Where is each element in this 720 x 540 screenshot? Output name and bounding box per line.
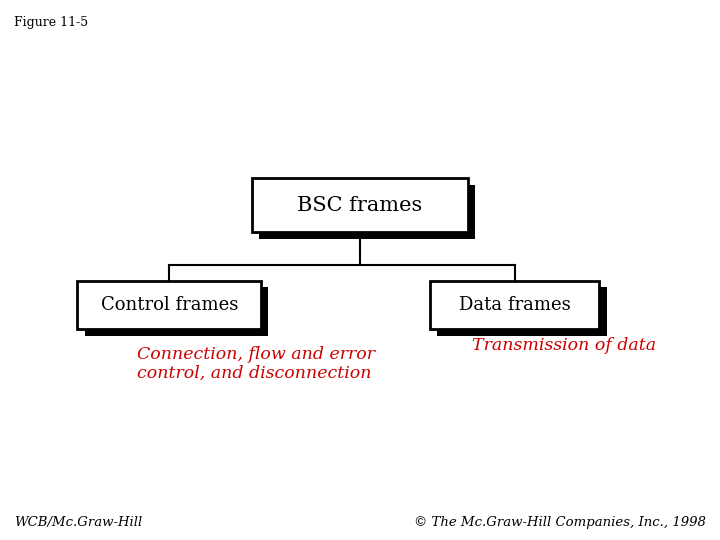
Text: Transmission of data: Transmission of data [472, 338, 656, 354]
Bar [430, 281, 599, 329]
Bar [78, 281, 261, 329]
Text: Control frames: Control frames [101, 296, 238, 314]
Text: © The Mc.Graw-Hill Companies, Inc., 1998: © The Mc.Graw-Hill Companies, Inc., 1998 [414, 516, 706, 529]
Text: Connection, flow and error
control, and disconnection: Connection, flow and error control, and … [137, 346, 375, 382]
Text: Figure 11-5: Figure 11-5 [14, 16, 89, 29]
Text: WCB/Mc.Graw-Hill: WCB/Mc.Graw-Hill [14, 516, 143, 529]
Text: Data frames: Data frames [459, 296, 571, 314]
Bar [252, 178, 468, 232]
Bar [438, 287, 606, 336]
Bar [259, 185, 475, 239]
Text: BSC frames: BSC frames [297, 195, 423, 215]
Bar [84, 287, 268, 336]
